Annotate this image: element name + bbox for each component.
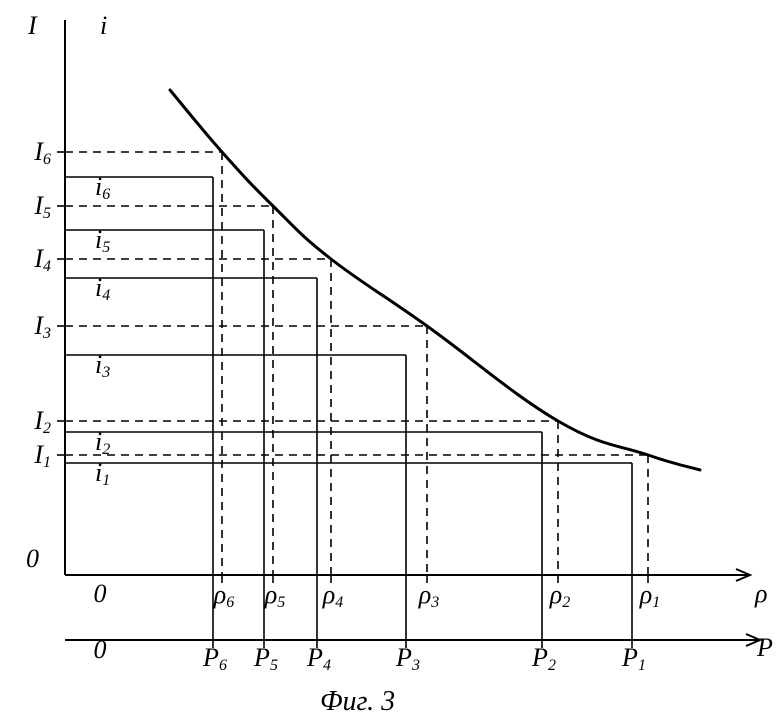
label-P5: P5: [253, 643, 278, 674]
label-P3: P3: [395, 643, 420, 674]
label-I2: I2: [33, 406, 51, 437]
y-axis-caption-I: I: [27, 11, 38, 40]
label-P2: P2: [531, 643, 556, 674]
label-rho6: ρ6: [213, 580, 234, 611]
origin-y: 0: [26, 544, 39, 573]
figure-caption: Фиг. 3: [320, 686, 395, 717]
label-P4: P4: [306, 643, 331, 674]
y-axis-caption-i: i: [100, 11, 107, 40]
x-axis-caption-P: P: [756, 633, 773, 662]
label-rho2: ρ2: [549, 580, 570, 611]
label-I3: I3: [33, 311, 51, 342]
label-P1: P1: [621, 643, 646, 674]
origin-rho: 0: [94, 579, 107, 608]
curve: [170, 90, 700, 470]
diagram-svg: I1ρ1I2ρ2I3ρ3I4ρ4I5ρ5I6ρ6i1P1i2P2i3P3i4P4…: [0, 0, 780, 725]
label-rho5: ρ5: [264, 580, 285, 611]
label-rho4: ρ4: [322, 580, 343, 611]
label-I5: I5: [33, 191, 51, 222]
label-rho1: ρ1: [639, 580, 660, 611]
label-P6: P6: [202, 643, 227, 674]
origin-P: 0: [94, 635, 107, 664]
label-I4: I4: [33, 244, 51, 275]
label-I6: I6: [33, 137, 51, 168]
label-I1: I1: [33, 440, 51, 471]
x-axis-caption-rho: ρ: [754, 579, 767, 608]
label-rho3: ρ3: [418, 580, 439, 611]
